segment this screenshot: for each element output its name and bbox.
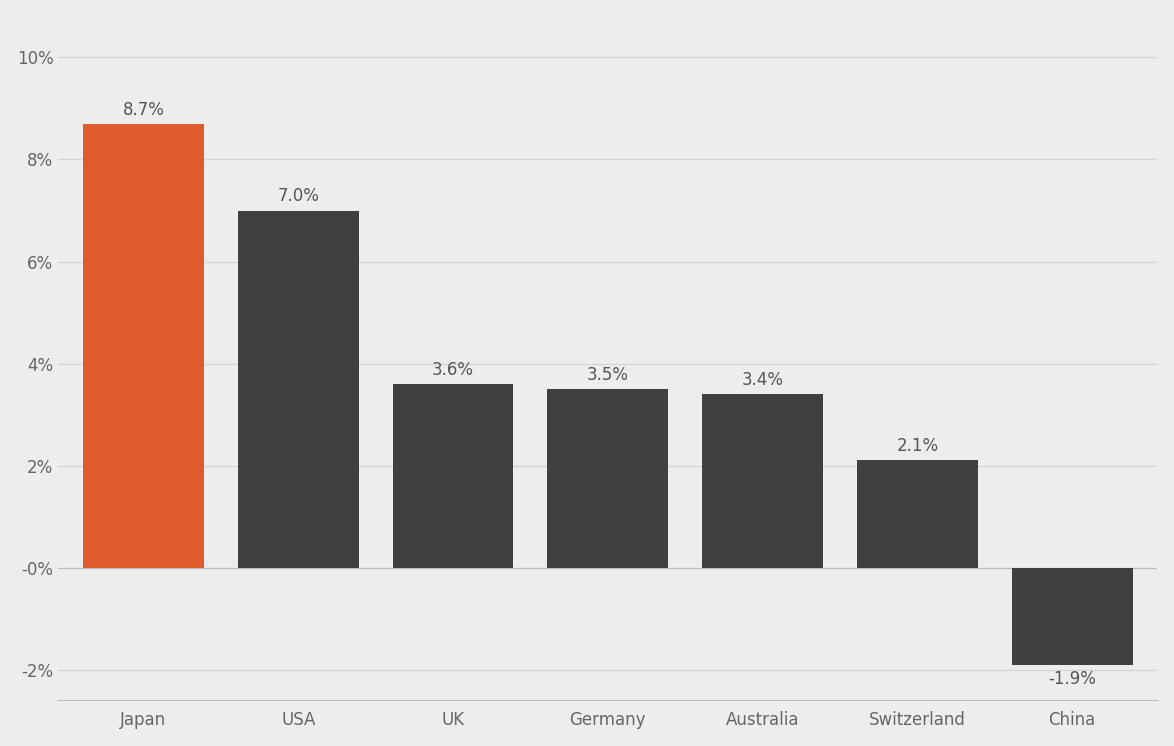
Text: 3.5%: 3.5% (587, 366, 629, 384)
Text: 3.6%: 3.6% (432, 361, 474, 379)
Text: 2.1%: 2.1% (896, 437, 938, 455)
Text: 7.0%: 7.0% (277, 187, 319, 205)
Bar (238, 210, 358, 568)
Bar (392, 384, 513, 568)
Bar (547, 389, 668, 568)
Text: -1.9%: -1.9% (1048, 670, 1097, 688)
Text: 3.4%: 3.4% (742, 371, 783, 389)
Bar (857, 460, 978, 568)
Text: 8.7%: 8.7% (122, 101, 164, 119)
Bar (83, 124, 204, 568)
Bar (702, 394, 823, 568)
Bar (1012, 568, 1133, 665)
